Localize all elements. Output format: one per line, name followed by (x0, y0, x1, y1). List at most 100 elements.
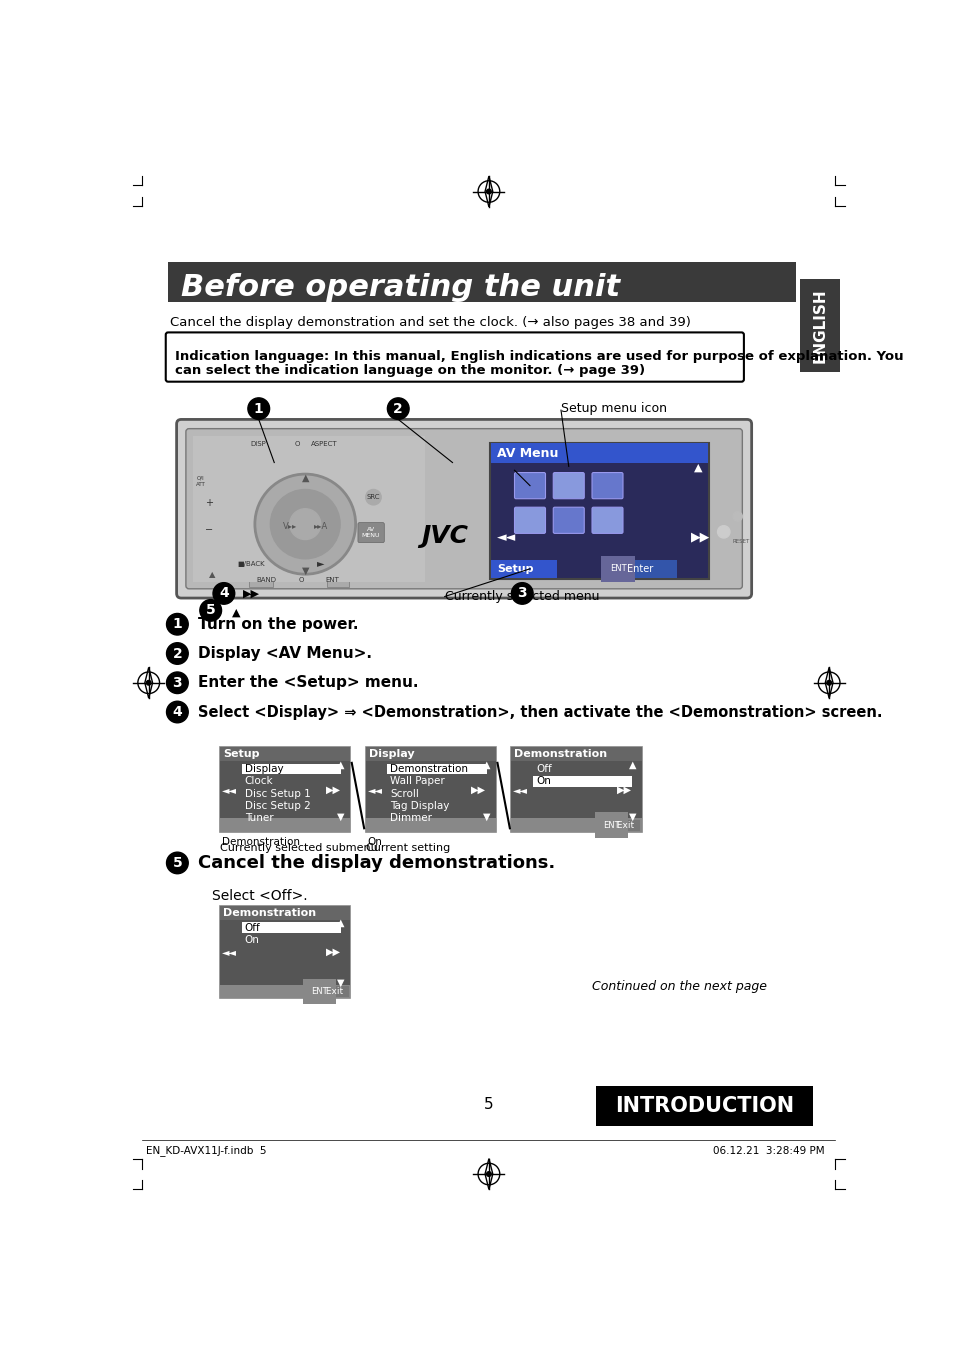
Text: ENT: ENT (325, 577, 339, 583)
Text: SRC: SRC (366, 495, 380, 500)
Text: 1: 1 (172, 618, 182, 631)
FancyBboxPatch shape (220, 761, 350, 818)
Text: ▲: ▲ (336, 760, 344, 769)
Text: Setup menu icon: Setup menu icon (560, 402, 666, 415)
Text: V▸▸: V▸▸ (282, 522, 296, 531)
Text: ◄◄: ◄◄ (497, 531, 517, 544)
FancyBboxPatch shape (310, 986, 348, 996)
Text: 2: 2 (393, 402, 403, 415)
Text: ■/BACK: ■/BACK (237, 561, 265, 568)
Text: ▲: ▲ (336, 918, 344, 927)
Text: ▲: ▲ (232, 607, 240, 618)
FancyBboxPatch shape (511, 818, 641, 831)
FancyBboxPatch shape (365, 761, 496, 818)
Text: −: − (205, 525, 213, 534)
Text: 4: 4 (172, 704, 182, 719)
Circle shape (511, 583, 533, 604)
Text: 06.12.21  3:28:49 PM: 06.12.21 3:28:49 PM (712, 1146, 823, 1156)
FancyBboxPatch shape (220, 906, 350, 919)
Text: ▲: ▲ (628, 760, 636, 769)
Text: Dimmer: Dimmer (390, 814, 432, 823)
Text: Clock: Clock (245, 776, 274, 787)
Text: On: On (367, 837, 382, 846)
Text: can select the indication language on the monitor. (→ page 39): can select the indication language on th… (174, 364, 644, 377)
Text: Select <Off>.: Select <Off>. (212, 890, 308, 903)
FancyBboxPatch shape (511, 761, 641, 818)
FancyBboxPatch shape (596, 1086, 812, 1126)
Circle shape (486, 189, 491, 193)
Text: AV Menu: AV Menu (497, 446, 558, 460)
FancyBboxPatch shape (220, 919, 350, 984)
Text: Off: Off (536, 764, 552, 773)
Circle shape (254, 475, 355, 575)
FancyBboxPatch shape (491, 443, 707, 464)
Circle shape (270, 489, 340, 558)
FancyBboxPatch shape (592, 473, 622, 499)
FancyBboxPatch shape (168, 262, 795, 303)
Text: Currently selected menu: Currently selected menu (444, 589, 598, 603)
Text: Cancel the display demonstration and set the clock. (→ also pages 38 and 39): Cancel the display demonstration and set… (170, 316, 690, 330)
FancyBboxPatch shape (491, 560, 557, 579)
FancyBboxPatch shape (600, 819, 639, 830)
Text: Display <AV Menu>.: Display <AV Menu>. (198, 646, 372, 661)
Text: Off: Off (245, 922, 260, 933)
Text: ▲: ▲ (694, 462, 702, 473)
Circle shape (248, 397, 270, 419)
Circle shape (213, 583, 234, 604)
FancyBboxPatch shape (514, 507, 545, 534)
FancyBboxPatch shape (193, 435, 425, 581)
FancyBboxPatch shape (592, 507, 622, 534)
Text: 4: 4 (219, 587, 229, 600)
Circle shape (167, 642, 188, 664)
Text: Current setting: Current setting (365, 842, 450, 853)
Text: ENT: ENT (609, 564, 626, 573)
FancyBboxPatch shape (553, 507, 583, 534)
Text: ▶▶: ▶▶ (617, 784, 632, 795)
FancyBboxPatch shape (220, 748, 350, 761)
Text: INTRODUCTION: INTRODUCTION (614, 1096, 793, 1117)
Circle shape (826, 680, 831, 685)
Text: 1: 1 (253, 402, 263, 415)
FancyBboxPatch shape (249, 576, 273, 587)
Text: 3: 3 (517, 587, 526, 600)
Text: Tag Display: Tag Display (390, 800, 450, 811)
Text: Tuner: Tuner (245, 814, 274, 823)
Circle shape (387, 397, 409, 419)
FancyBboxPatch shape (607, 560, 677, 579)
Text: 2: 2 (172, 646, 182, 661)
FancyBboxPatch shape (357, 523, 384, 542)
Circle shape (717, 526, 729, 538)
FancyBboxPatch shape (490, 442, 708, 579)
Text: 5: 5 (483, 1098, 494, 1113)
Text: Display: Display (245, 764, 283, 773)
FancyBboxPatch shape (511, 748, 641, 761)
Circle shape (167, 614, 188, 635)
Text: ENGLISH: ENGLISH (812, 288, 826, 362)
Text: ▶▶: ▶▶ (691, 531, 710, 544)
Text: ◄◄: ◄◄ (513, 784, 528, 795)
FancyBboxPatch shape (220, 984, 350, 999)
Text: ◄◄: ◄◄ (367, 784, 382, 795)
Text: ▲: ▲ (482, 760, 490, 769)
Text: ▶▶: ▶▶ (325, 948, 340, 957)
Text: ▶▶: ▶▶ (243, 588, 260, 599)
Text: ◄◄: ◄◄ (221, 948, 236, 957)
Text: Scroll: Scroll (390, 788, 419, 799)
Text: Enter the <Setup> menu.: Enter the <Setup> menu. (198, 675, 418, 691)
Circle shape (365, 489, 381, 504)
Text: Setup: Setup (223, 749, 259, 760)
Text: ▼: ▼ (482, 811, 490, 822)
Circle shape (199, 599, 221, 621)
Text: O: O (294, 441, 300, 446)
Text: BAND: BAND (256, 577, 276, 583)
Text: ▶▶: ▶▶ (325, 784, 340, 795)
FancyBboxPatch shape (200, 525, 217, 535)
Text: ◄◄: ◄◄ (221, 784, 236, 795)
FancyBboxPatch shape (220, 748, 350, 831)
Text: Wall Paper: Wall Paper (390, 776, 445, 787)
Text: O: O (298, 577, 304, 583)
Text: Continued on the next page: Continued on the next page (592, 980, 766, 992)
Text: Cancel the display demonstrations.: Cancel the display demonstrations. (198, 854, 555, 872)
Text: EN_KD-AVX11J-f.indb  5: EN_KD-AVX11J-f.indb 5 (146, 1145, 267, 1156)
Text: Display: Display (369, 749, 414, 760)
